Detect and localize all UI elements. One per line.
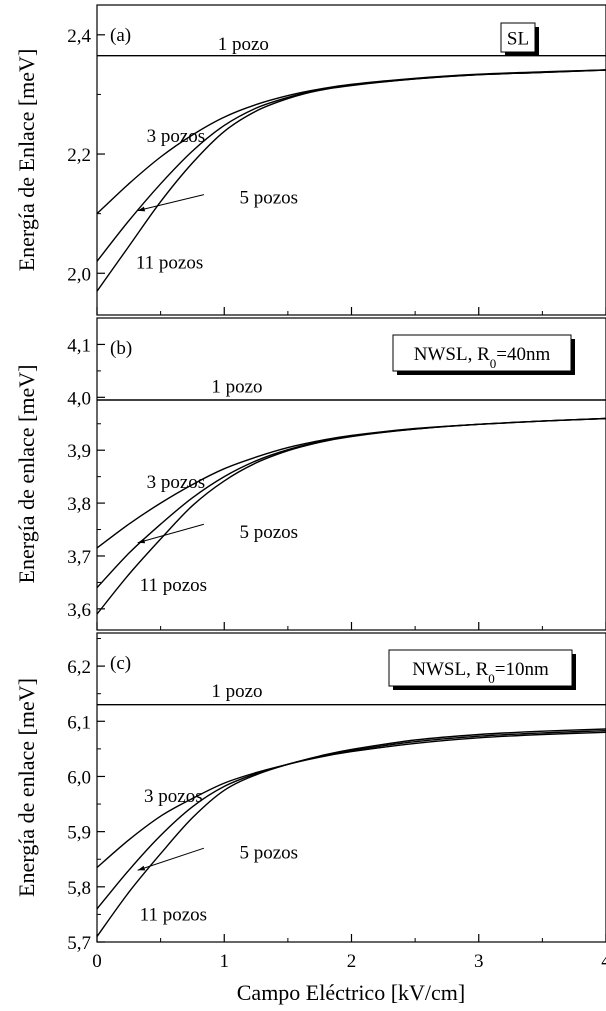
series-label: 11 pozos (140, 575, 207, 596)
arrow-head (137, 865, 146, 871)
panel-b: 3,6 3,7 3,8 3,9 4,0 4,1 Energía de enlace [meV… (14, 317, 606, 631)
legend-frame (392, 334, 572, 372)
legend-text: SL (507, 29, 529, 50)
series-label: 1 pozo (218, 34, 269, 55)
y-axis-label: Energía de Enlace [meV] (14, 49, 39, 272)
legend-text: NWSL, R0=40nm (414, 344, 551, 371)
y-axis-label: Energía de enlace [meV] (14, 365, 39, 584)
legend-box: SL (500, 22, 539, 56)
panel-c: 5,7 5,8 5,9 6,0 6,1 6,2 0 1 2 3 4 Energía de enlace… (14, 632, 606, 972)
legend-box: NWSL, R0=40nm (392, 334, 575, 375)
arrow-head (137, 538, 146, 544)
series-label: 1 pozo (211, 377, 262, 398)
series-line-3 (97, 730, 606, 910)
x-tick-label: 1 (220, 951, 230, 972)
legend-frame (500, 22, 536, 53)
panel-label: (a) (110, 25, 131, 46)
y-tick-label: 3,8 (67, 494, 91, 515)
panel-label: (b) (110, 338, 132, 359)
panel-label: (c) (110, 653, 131, 674)
annotation-arrow (137, 847, 205, 871)
series-label: 1 pozo (211, 681, 262, 702)
series-line-4 (97, 69, 606, 292)
x-tick-label: 2 (347, 951, 357, 972)
y-tick-label: 2,0 (67, 264, 91, 285)
y-tick-label: 4,1 (67, 335, 91, 356)
y-axis-label: Energía de enlace [meV] (14, 678, 39, 897)
annotation-arrow (137, 194, 205, 212)
panel-a: 2,0 2,2 2,4 Energía de Enlace [meV] (a) 1 poz… (14, 4, 606, 316)
series-label: 3 pozos (144, 786, 203, 807)
series-label: 11 pozos (136, 253, 203, 274)
y-tick-label: 6,1 (67, 712, 91, 733)
y-tick-label: 2,2 (67, 145, 91, 166)
x-tick-label: 4 (601, 951, 606, 972)
series-label: 5 pozos (239, 522, 298, 543)
legend-text: NWSL, R0=10nm (412, 659, 549, 686)
series-label: 5 pozos (239, 188, 298, 209)
series-line-3 (97, 417, 606, 589)
y-tick-label: 4,0 (67, 388, 91, 409)
series-line-4 (97, 728, 606, 937)
series-label: 11 pozos (140, 904, 207, 925)
y-tick-label: 5,8 (67, 878, 91, 899)
y-tick-label: 2,4 (67, 26, 91, 47)
legend-box: NWSL, R0=10nm (388, 649, 576, 690)
y-tick-label: 3,6 (67, 600, 91, 621)
series-label: 3 pozos (147, 126, 206, 147)
y-tick-label: 3,7 (67, 547, 91, 568)
y-tick-label: 6,0 (67, 767, 91, 788)
x-tick-label: 3 (474, 951, 484, 972)
series-label: 5 pozos (239, 843, 298, 864)
arrow-head (137, 206, 146, 212)
x-tick-label: 0 (92, 951, 102, 972)
series-line-3 (97, 69, 606, 262)
series-line-4 (97, 417, 606, 615)
y-tick-label: 6,2 (67, 657, 91, 678)
x-axis-label: Campo Eléctrico [kV/cm] (237, 980, 465, 1005)
y-tick-label: 5,7 (67, 933, 91, 954)
legend-frame (388, 649, 573, 687)
series-label: 3 pozos (147, 472, 206, 493)
y-tick-label: 3,9 (67, 441, 91, 462)
annotation-arrow (137, 523, 205, 544)
y-tick-label: 5,9 (67, 823, 91, 844)
